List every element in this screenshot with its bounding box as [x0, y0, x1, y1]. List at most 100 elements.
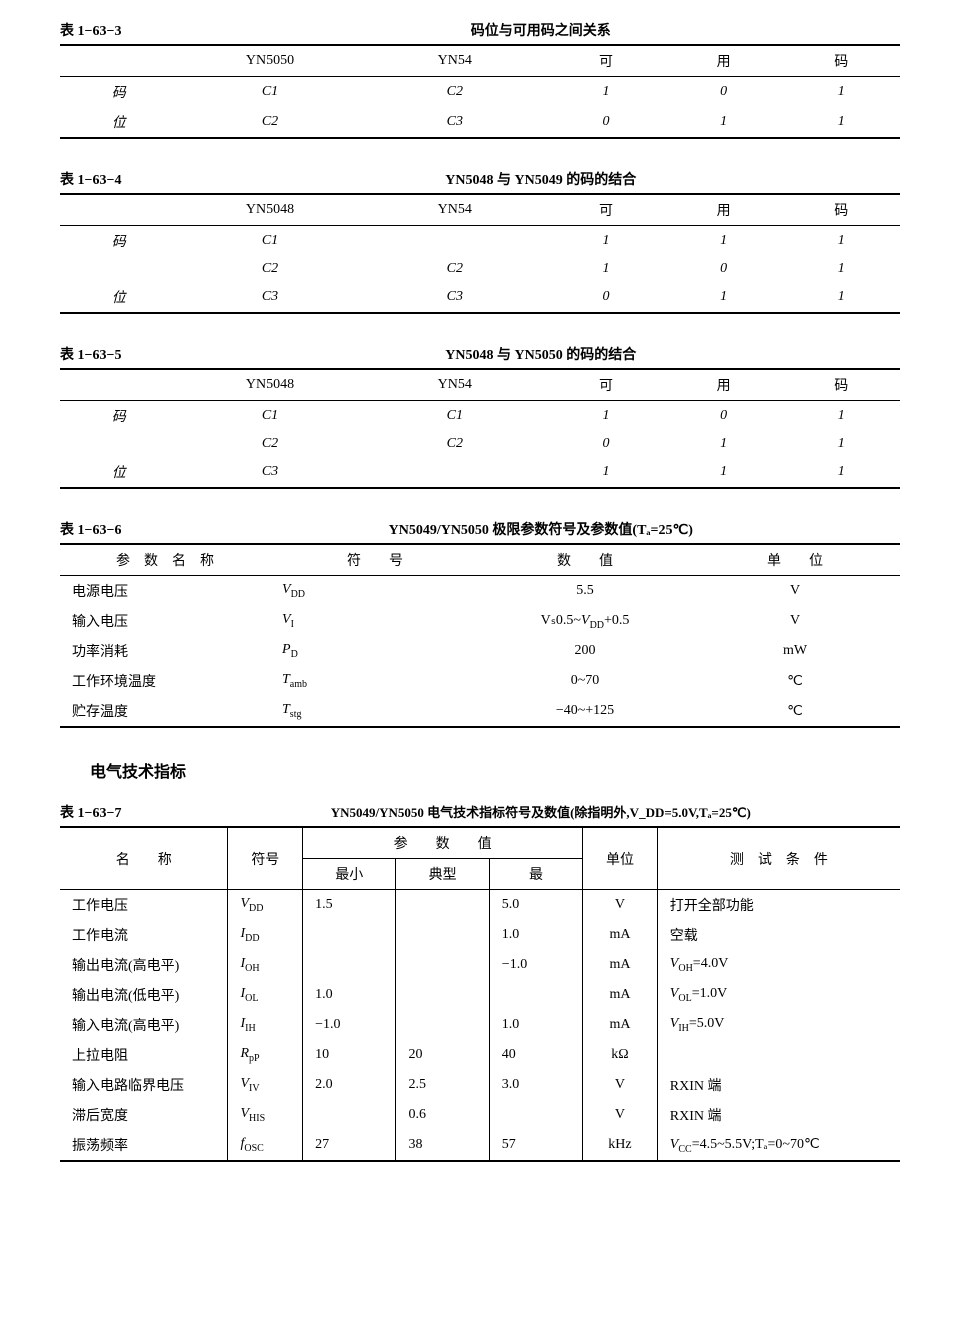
th: 码 [782, 45, 900, 77]
param-symbol: IOL [228, 980, 303, 1010]
cell: 1 [665, 107, 783, 138]
code-table-4: YN5048 YN54 可 用 码 码C1111C2C2101位C3C3011 [60, 193, 900, 314]
table-title: 码位与可用码之间关系 [181, 20, 900, 40]
cell: C1 [178, 77, 363, 108]
cell: 1 [782, 256, 900, 282]
param-min: −1.0 [303, 1010, 396, 1040]
th: YN5048 [178, 194, 363, 226]
th [60, 369, 178, 401]
table-row: 输入电压VIVₛ0.5~VDD+0.5V [60, 606, 900, 636]
param-max: 57 [489, 1130, 582, 1161]
table-row: C2C2011 [60, 431, 900, 457]
param-symbol: IDD [228, 920, 303, 950]
table-title: YN5049/YN5050 极限参数符号及参数值(Tₐ=25℃) [181, 519, 900, 539]
param-symbol: IOH [228, 950, 303, 980]
param-symbol: Tstg [270, 696, 480, 727]
th: 码 [782, 194, 900, 226]
param-value: −40~+125 [480, 696, 690, 727]
param-max: 1.0 [489, 920, 582, 950]
param-name: 输出电流(高电平) [60, 950, 228, 980]
table-row: 电源电压VDD5.5V [60, 576, 900, 607]
param-min: 1.5 [303, 890, 396, 921]
param-cond: RXIN 端 [657, 1070, 900, 1100]
param-value: 0~70 [480, 666, 690, 696]
param-name: 工作环境温度 [60, 666, 270, 696]
param-min: 2.0 [303, 1070, 396, 1100]
table-title: YN5049/YN5050 电气技术指标符号及数值(除指明外,V_DD=5.0V… [181, 802, 900, 821]
th: YN5050 [178, 45, 363, 77]
cell: 1 [665, 282, 783, 313]
th: 可 [547, 194, 665, 226]
cell: 1 [665, 457, 783, 488]
th: 单 位 [690, 544, 900, 576]
cell: C2 [362, 431, 547, 457]
param-min [303, 950, 396, 980]
th: 名 称 [60, 827, 228, 890]
table-title: YN5048 与 YN5049 的码的结合 [181, 169, 900, 189]
cell [362, 226, 547, 257]
table-title: YN5048 与 YN5050 的码的结合 [181, 344, 900, 364]
th: 用 [665, 45, 783, 77]
param-unit: V [583, 890, 658, 921]
param-max: 3.0 [489, 1070, 582, 1100]
cell: C2 [178, 107, 363, 138]
cell: 位 [60, 282, 178, 313]
param-cond: VOL=1.0V [657, 980, 900, 1010]
param-symbol: PD [270, 636, 480, 666]
table-1-63-6: 表 1−63−6 YN5049/YN5050 极限参数符号及参数值(Tₐ=25℃… [60, 519, 900, 728]
param-name: 输入电路临界电压 [60, 1070, 228, 1100]
param-name: 输入电压 [60, 606, 270, 636]
th: 单位 [583, 827, 658, 890]
param-value: 5.5 [480, 576, 690, 607]
cell: 1 [665, 226, 783, 257]
param-name: 上拉电阻 [60, 1040, 228, 1070]
param-typ [396, 890, 489, 921]
param-name: 输出电流(低电平) [60, 980, 228, 1010]
cell: 码 [60, 226, 178, 257]
table-1-63-3: 表 1−63−3 码位与可用码之间关系 YN5050 YN54 可 用 码 码C… [60, 20, 900, 139]
table-row: C2C2101 [60, 256, 900, 282]
cell [362, 457, 547, 488]
param-min: 1.0 [303, 980, 396, 1010]
section-heading: 电气技术指标 [90, 758, 900, 782]
table-row: 工作环境温度Tamb0~70℃ [60, 666, 900, 696]
cell: 0 [547, 282, 665, 313]
table-1-63-5: 表 1−63−5 YN5048 与 YN5050 的码的结合 YN5048 YN… [60, 344, 900, 489]
cell: C3 [178, 457, 363, 488]
th: 参 数 名 称 [60, 544, 270, 576]
table-1-63-4: 表 1−63−4 YN5048 与 YN5049 的码的结合 YN5048 YN… [60, 169, 900, 314]
param-unit: ℃ [690, 696, 900, 727]
param-max: 1.0 [489, 1010, 582, 1040]
th: 最小 [303, 859, 396, 890]
cell: C3 [362, 282, 547, 313]
param-symbol: Tamb [270, 666, 480, 696]
param-typ: 20 [396, 1040, 489, 1070]
param-symbol: VIV [228, 1070, 303, 1100]
param-symbol: fOSC [228, 1130, 303, 1161]
table-row: 滞后宽度VHIS0.6VRXIN 端 [60, 1100, 900, 1130]
th: YN54 [362, 194, 547, 226]
cell: 1 [547, 401, 665, 432]
table-row: 工作电压VDD1.55.0V打开全部功能 [60, 890, 900, 921]
th: 码 [782, 369, 900, 401]
limit-params-table: 参 数 名 称 符 号 数 值 单 位 电源电压VDD5.5V输入电压VIVₛ0… [60, 543, 900, 728]
cell: 0 [547, 107, 665, 138]
param-name: 滞后宽度 [60, 1100, 228, 1130]
cell: 1 [782, 77, 900, 108]
table-row: 输入电流(高电平)IIH−1.01.0mAVIH=5.0V [60, 1010, 900, 1040]
cell: C2 [178, 256, 363, 282]
cell: 1 [547, 457, 665, 488]
param-name: 输入电流(高电平) [60, 1010, 228, 1040]
param-unit: V [583, 1100, 658, 1130]
param-unit: mA [583, 920, 658, 950]
th: 符 号 [270, 544, 480, 576]
table-row: 码C1C1101 [60, 401, 900, 432]
table-label: 表 1−63−3 [60, 20, 121, 40]
param-typ [396, 980, 489, 1010]
cell: 1 [782, 401, 900, 432]
th: 测 试 条 件 [657, 827, 900, 890]
param-unit: V [690, 606, 900, 636]
th: 典型 [396, 859, 489, 890]
cell: C2 [178, 431, 363, 457]
table-row: 位C2C3011 [60, 107, 900, 138]
